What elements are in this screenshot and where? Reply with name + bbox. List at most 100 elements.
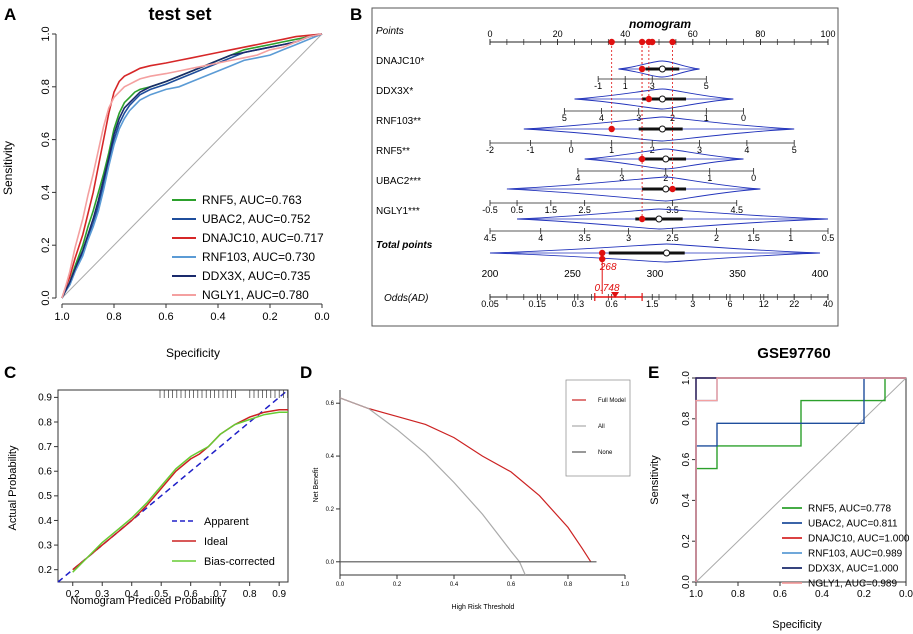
series-line-ideal (72, 408, 288, 571)
series-line-rnf5 (695, 377, 906, 582)
legend-label: Ideal (204, 536, 228, 548)
y-tick-label: 0.8 (681, 411, 692, 425)
y-tick-label: 0.4 (38, 516, 52, 527)
x-tick-label: 0.9 (272, 589, 286, 600)
x-tick-label: 0.6 (507, 582, 516, 588)
panel-a-title: test set (148, 4, 211, 24)
panel-e-title: GSE97760 (757, 345, 830, 362)
odds-value-label: 0.748 (595, 283, 620, 294)
median-point (662, 155, 670, 163)
violin-shape (574, 88, 734, 110)
x-tick-label: 0.6 (184, 589, 198, 600)
x-tick-label: 0.2 (393, 582, 402, 588)
panel-label-a: A (4, 5, 16, 24)
x-tick-label: 0.5 (154, 589, 168, 600)
median-point (658, 95, 666, 103)
x-tick-label: 0.2 (857, 589, 871, 600)
y-tick-label: 0.8 (40, 79, 52, 94)
nomogram-tick-label: 2.5 (578, 205, 591, 215)
y-tick-label: 0.5 (38, 491, 52, 502)
y-tick-label: 0.6 (38, 467, 52, 478)
panel-label-b: B (350, 5, 362, 24)
y-tick-label: 0.2 (681, 534, 692, 548)
odds-marker (611, 292, 620, 298)
x-tick-label: 0.2 (262, 311, 277, 323)
legend-label: UBAC2, AUC=0.811 (808, 519, 898, 530)
nomogram-tick-label: 0.5 (822, 233, 835, 243)
median-point (658, 125, 666, 133)
y-tick-label: 0.8 (38, 417, 52, 428)
x-tick-label: 0.0 (899, 589, 913, 600)
nomogram-tick-label: 0.05 (481, 299, 499, 309)
nomogram-tick-label: 4 (538, 233, 543, 243)
y-tick-label: 0.3 (38, 540, 52, 551)
y-tick-label: 0.2 (326, 507, 335, 513)
panel-b-title: nomogram (629, 17, 691, 31)
legend-label: DDX3X, AUC=1.000 (808, 564, 899, 575)
panel-label-d: D (300, 363, 312, 382)
nomogram-tick-label: 3 (690, 299, 695, 309)
nomogram-tick-label: 4 (575, 173, 580, 183)
legend-label: NGLY1, AUC=0.780 (202, 288, 309, 302)
panel-a-xlabel: Specificity (166, 346, 220, 360)
series-line-rnf5 (61, 33, 323, 299)
nomogram-tick-label: 40 (620, 29, 630, 39)
nomogram-tick-label: 1.5 (545, 205, 558, 215)
violin-shape (584, 148, 744, 170)
series-line-ngly1 (695, 377, 906, 582)
nomogram-point-marker (638, 65, 646, 73)
nomogram-tick-label: 2 (650, 145, 655, 155)
y-tick-label: 0.4 (681, 493, 692, 507)
x-tick-label: 1.0 (621, 582, 630, 588)
y-tick-label: 0.4 (326, 454, 335, 460)
nomogram-tick-label: 2.5 (666, 233, 679, 243)
nomogram-tick-label: 200 (482, 269, 499, 280)
nomogram-tick-label: 400 (812, 269, 829, 280)
series-line-ddx3x (61, 33, 323, 299)
total-points-marker (599, 255, 606, 263)
nomogram-tick-label: 4 (599, 113, 604, 123)
panel-e-plot: 1.0 0.8 0.6 0.4 0.2 0.0 0.0 0.2 0.4 0.6 0.8 1.0 RNF5… (681, 371, 913, 600)
y-tick-label: 0.0 (40, 290, 52, 305)
median-point (662, 185, 670, 193)
legend-label: DNAJC10, AUC=1.000 (808, 534, 910, 545)
nomogram-tick-label: 5 (792, 145, 797, 155)
legend-label: RNF5, AUC=0.763 (202, 193, 302, 207)
legend-label: None (598, 450, 613, 456)
nomogram-point-marker (608, 125, 615, 133)
x-tick-label: 0.3 (95, 589, 109, 600)
y-tick-label: 0.4 (40, 185, 52, 200)
nomogram-tick-label: 0.3 (572, 299, 585, 309)
nomogram-tick-label: 0.6 (605, 299, 618, 309)
series-line-rnf103 (61, 33, 323, 299)
x-tick-label: 0.8 (564, 582, 573, 588)
panel-c-ylabel: Actual Probability (7, 445, 19, 530)
legend-label: DDX3X, AUC=0.735 (202, 269, 311, 283)
nomogram-row-label: Total points (376, 240, 433, 251)
nomogram-tick-label: 3 (619, 173, 624, 183)
nomogram-tick-label: 3 (636, 113, 641, 123)
legend-label: NGLY1, AUC=0.989 (808, 579, 897, 590)
y-tick-label: 0.9 (38, 393, 52, 404)
nomogram-tick-label: -2 (486, 145, 494, 155)
legend-box (565, 379, 631, 477)
x-tick-label: 0.0 (336, 582, 345, 588)
nomogram-tick-label: -1 (527, 145, 535, 155)
x-tick-label: 1.0 (54, 311, 69, 323)
legend-label: Apparent (204, 516, 249, 528)
y-tick-label: 0.6 (40, 132, 52, 147)
series-line-ngly1 (61, 33, 323, 299)
nomogram-tick-label: 2 (714, 233, 719, 243)
nomogram-tick-label: 0 (741, 113, 746, 123)
y-tick-label: 1.0 (681, 371, 692, 385)
nomogram-tick-label: 1.5 (747, 233, 760, 243)
x-tick-label: 1.0 (689, 589, 703, 600)
nomogram-row-label: RNF103** (376, 116, 421, 127)
series-line-bias-corrected (72, 411, 288, 573)
x-tick-label: 0.0 (314, 311, 329, 323)
nomogram-row-label: DDX3X* (376, 86, 413, 97)
nomogram-tick-label: 0 (569, 145, 574, 155)
x-tick-label: 0.8 (243, 589, 257, 600)
violin-shape (523, 116, 795, 142)
nomogram-tick-label: 0 (751, 173, 756, 183)
